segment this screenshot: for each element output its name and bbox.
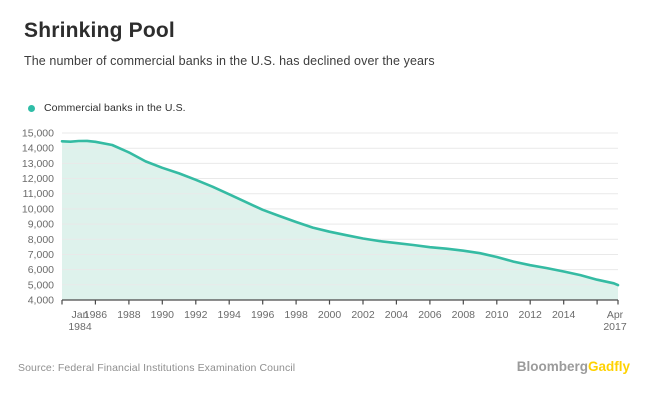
x-axis-label: 1996 xyxy=(251,309,275,321)
legend: Commercial banks in the U.S. xyxy=(28,101,186,115)
x-axis-label: 2012 xyxy=(519,309,543,321)
y-axis-label: 13,000 xyxy=(22,158,54,170)
brand-bloomberg: Bloomberg xyxy=(516,359,588,374)
x-axis-label: 1994 xyxy=(218,309,242,321)
x-axis-label: 2000 xyxy=(318,309,342,321)
source-note: Source: Federal Financial Institutions E… xyxy=(18,362,296,374)
legend-dot-icon xyxy=(28,104,35,112)
x-axis-label: 1998 xyxy=(284,309,308,321)
page-title: Shrinking Pool xyxy=(24,19,175,42)
brand-logo: BloombergGadfly xyxy=(517,359,630,374)
x-axis-label: 1992 xyxy=(184,309,208,321)
x-axis-label: 2010 xyxy=(485,309,509,321)
y-axis-label: 8,000 xyxy=(28,234,54,246)
x-axis-label: 1986 xyxy=(84,309,108,321)
x-axis-label: 2004 xyxy=(385,309,409,321)
x-axis-label: 1988 xyxy=(117,309,141,321)
x-axis-label: Apr 2017 xyxy=(603,309,627,333)
y-axis-label: 14,000 xyxy=(22,143,54,155)
page-subtitle: The number of commercial banks in the U.… xyxy=(24,54,435,68)
x-axis-label: 1990 xyxy=(151,309,175,321)
y-axis-label: 11,000 xyxy=(23,188,54,200)
y-axis-label: 10,000 xyxy=(22,203,54,215)
x-axis-label: Jan 1984 xyxy=(68,309,92,333)
y-axis-label: 4,000 xyxy=(28,295,54,307)
x-axis-label: 2014 xyxy=(552,309,576,321)
x-axis-label: 2006 xyxy=(418,309,442,321)
x-axis-label: 2008 xyxy=(452,309,476,321)
y-axis-label: 9,000 xyxy=(28,219,54,231)
legend-label: Commercial banks in the U.S. xyxy=(44,102,186,114)
series-area xyxy=(62,140,618,300)
y-axis-label: 15,000 xyxy=(22,128,54,140)
y-axis-label: 7,000 xyxy=(28,249,54,261)
series-line xyxy=(60,139,620,287)
brand-gadfly: Gadfly xyxy=(587,359,630,374)
y-axis-label: 12,000 xyxy=(22,173,54,185)
y-axis-label: 6,000 xyxy=(28,264,54,276)
y-axis-label: 5,000 xyxy=(28,279,54,291)
x-axis-label: 2002 xyxy=(351,309,375,321)
